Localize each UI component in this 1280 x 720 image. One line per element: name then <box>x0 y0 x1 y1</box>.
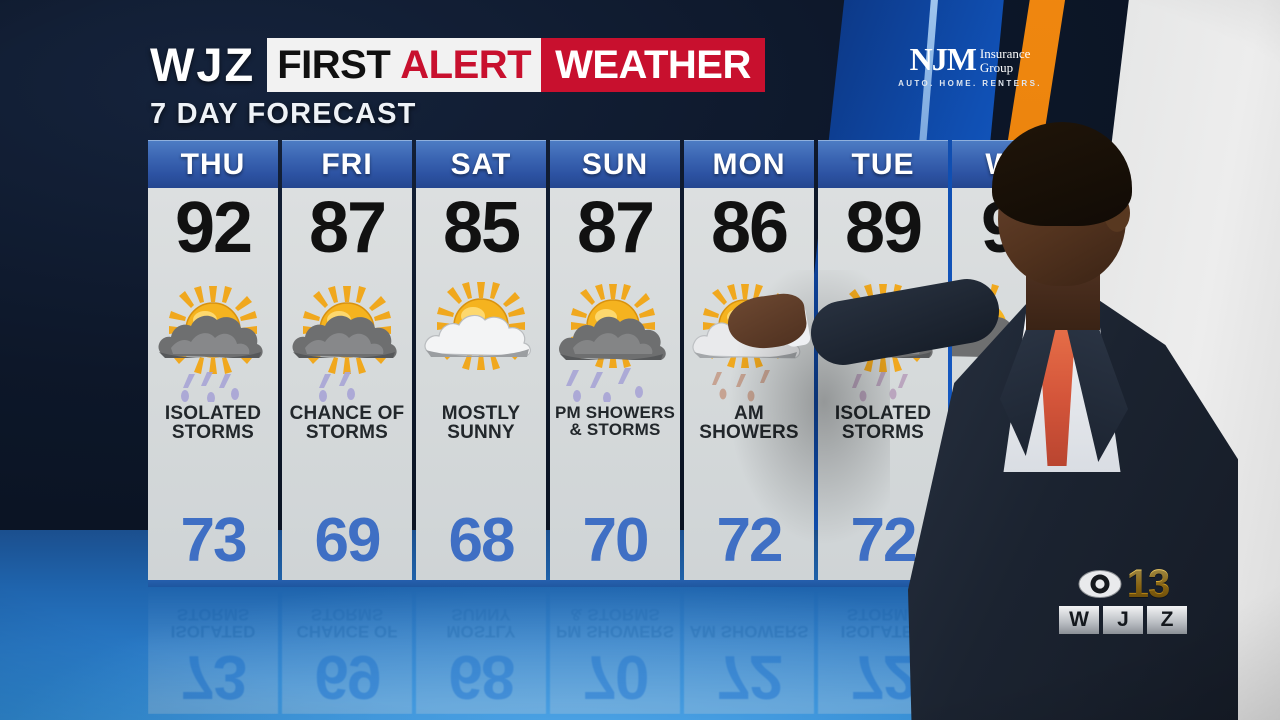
high-temp-sat: 85 <box>442 188 521 268</box>
reflected-low-mon: 72 <box>716 642 782 711</box>
condition-thu: ISOLATED STORMS <box>164 403 262 444</box>
condition-sun: PM SHOWERS & STORMS <box>554 403 676 440</box>
bug-letter-w: W <box>1059 606 1099 634</box>
njm-wordmark: NJM <box>909 41 977 77</box>
forecast-column-sat: SAT 85 <box>416 140 546 580</box>
njm-tagline: AUTO. HOME. RENTERS. <box>898 79 1042 89</box>
forecast-column-mon: MON 86 <box>684 140 814 580</box>
bug-letter-z: Z <box>1147 606 1187 634</box>
forecast-column-thu: THU 92 <box>148 140 278 580</box>
forecast-columns: THU 92 <box>148 140 1048 580</box>
low-temp-tue: 72 <box>850 506 918 575</box>
high-temp-thu: 92 <box>174 188 253 268</box>
brand-weather-label: WEATHER <box>541 38 765 92</box>
reflected-low-fri: 69 <box>314 642 380 711</box>
high-temp-mon: 86 <box>710 188 789 268</box>
reflected-low-sun: 70 <box>582 642 648 711</box>
sun-light-cloud-icon <box>421 274 541 402</box>
wjz-wordmark: WJZ <box>150 38 256 91</box>
low-temp-thu: 73 <box>180 506 248 575</box>
sun-dark-cloud-rain-icon <box>153 274 273 402</box>
brand-banner: WJZ FIRST ALERT WEATHER <box>150 38 765 92</box>
njm-line1: Insurance <box>979 46 1031 61</box>
sun-dark-cloud-rain-icon <box>555 274 675 402</box>
day-label-tue: TUE <box>818 140 948 188</box>
reflected-condition-sun: PM SHOWERS & STORMS <box>555 604 675 641</box>
forecast-column-fri: FRI 87 <box>282 140 412 580</box>
njm-line2: Group <box>979 59 1014 75</box>
reflected-condition-fri: CHANCE OF STORMS <box>296 604 398 641</box>
high-temp-sun: 87 <box>576 188 655 268</box>
brand-first-label: FIRST <box>267 38 399 92</box>
day-label-fri: FRI <box>282 140 412 188</box>
sponsor-logo-njm: NJM Insurance Group AUTO. HOME. RENTERS. <box>895 41 1045 89</box>
sun-dark-cloud-rain-icon <box>287 274 407 402</box>
reflected-condition-sat: MOSTLY SUNNY <box>446 604 516 641</box>
seven-day-forecast-graphic: WJZ FIRST ALERT WEATHER 7 DAY FORECAST N… <box>148 38 1048 714</box>
channel-number: 13 <box>1126 562 1170 606</box>
day-label-sat: SAT <box>416 140 546 188</box>
day-label-thu: THU <box>148 140 278 188</box>
day-label-mon: MON <box>684 140 814 188</box>
low-temp-fri: 69 <box>314 506 382 575</box>
reflected-low-sat: 68 <box>448 642 514 711</box>
day-label-sun: SUN <box>550 140 680 188</box>
cbs-eye-icon <box>1078 570 1122 598</box>
reflected-condition-mon: AM SHOWERS <box>689 622 809 641</box>
reflected-low-thu: 73 <box>180 642 246 711</box>
bug-letter-j: J <box>1103 606 1143 634</box>
low-temp-mon: 72 <box>716 506 784 575</box>
high-temp-tue: 89 <box>844 188 923 268</box>
condition-tue: ISOLATED STORMS <box>834 403 932 444</box>
condition-mon: AM SHOWERS <box>699 403 799 444</box>
brand-alert-label: ALERT <box>398 38 542 92</box>
high-temp-fri: 87 <box>308 188 387 268</box>
station-logo-bug: 13 W J Z <box>1048 562 1198 652</box>
condition-fri: CHANCE OF STORMS <box>289 403 405 444</box>
condition-sat: MOSTLY SUNNY <box>441 403 521 444</box>
reflected-condition-thu: ISOLATED STORMS <box>170 604 256 641</box>
hair <box>992 122 1132 226</box>
forecast-subtitle: 7 DAY FORECAST <box>150 98 417 130</box>
forecast-column-sun: SUN 87 <box>550 140 680 580</box>
low-temp-sat: 68 <box>448 506 516 575</box>
panel-base-edge <box>148 580 1048 587</box>
low-temp-sun: 70 <box>582 506 650 575</box>
